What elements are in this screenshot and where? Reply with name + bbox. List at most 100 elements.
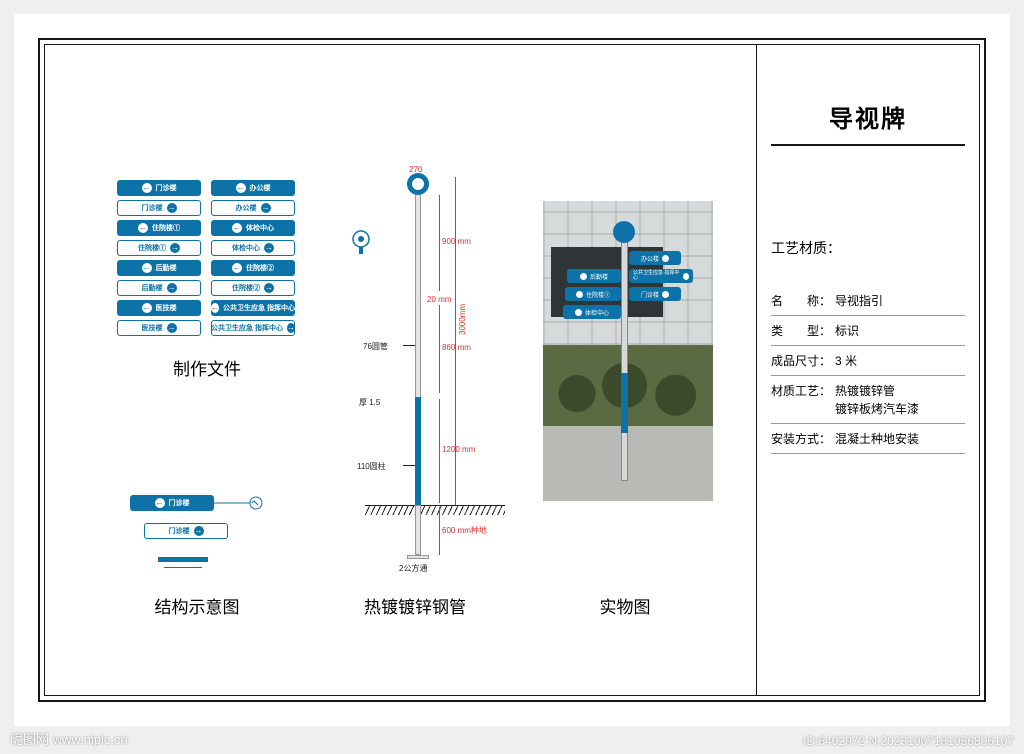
plate-row: ←门诊楼←办公楼 — [117, 180, 297, 196]
note-thick: 厚 1.5 — [359, 397, 380, 408]
sign-plate: ←体检中心 — [211, 220, 295, 236]
plate-text: 住院楼② — [232, 285, 260, 292]
photo-bushes — [543, 345, 713, 426]
plate-row: ← 医技楼 ← 公共卫生应急 指挥中心 — [117, 300, 297, 316]
watermark-right: ID:6402972 N:20231007181056806107 — [803, 734, 1014, 748]
bracket-a — [403, 345, 415, 346]
arrow-icon — [683, 273, 689, 280]
sign-plate: ←住院楼② — [211, 260, 295, 276]
dim-total-label: 3000mm — [458, 304, 467, 335]
photo-plate: 住院楼① — [565, 287, 621, 301]
outer-frame: 导视牌 工艺材质： 名 称： 导视指引 类 型： 标识 成品尺寸： 3 米 材质… — [38, 38, 986, 702]
photo-plate: 办公楼 — [629, 251, 681, 265]
label: 安装方式： — [771, 430, 835, 448]
plate-text: 门诊楼 — [169, 528, 190, 535]
plate-text: 体检中心 — [232, 245, 260, 252]
plate-text: 办公楼 — [250, 185, 271, 192]
value: 导视指引 — [835, 292, 965, 310]
label: 类 型： — [771, 322, 835, 340]
value: 标识 — [835, 322, 965, 340]
arrow-icon — [576, 291, 583, 298]
dim-upper2-label: 860 mm — [442, 343, 471, 352]
struct-bar — [158, 557, 208, 562]
sign-plate: 住院楼②→ — [211, 280, 295, 296]
info-panel: 导视牌 工艺材质： 名 称： 导视指引 类 型： 标识 成品尺寸： 3 米 材质… — [757, 45, 979, 695]
pole-base-plate — [407, 555, 429, 559]
sign-plate: ←后勤楼 — [117, 260, 201, 276]
plate-text: 公共卫生应急 指挥中心 — [223, 305, 295, 312]
arrow-right-icon: → — [170, 243, 180, 253]
sign-plate: ←住院楼① — [117, 220, 201, 236]
sign-plate: ← 办公楼 — [211, 180, 295, 196]
photo-plate: 公共卫生应急 指挥中心 — [629, 269, 693, 283]
sign-plate: 医技楼 → — [117, 320, 201, 336]
watermark-left: 昵图网 www.nipic.cn — [10, 729, 128, 748]
txt: 办公楼 — [641, 254, 659, 263]
info-row-name: 名 称： 导视指引 — [771, 286, 965, 316]
txt: 体检中心 — [585, 308, 609, 317]
info-row-type: 类 型： 标识 — [771, 316, 965, 346]
arrow-left-icon: ← — [236, 183, 246, 193]
pole-head-icon — [407, 173, 429, 195]
txt: 门诊楼 — [641, 290, 659, 299]
value: 热镀镀锌管 镀锌板烤汽车漆 — [835, 382, 965, 418]
arrow-left-icon: ← — [232, 263, 242, 273]
struct-plate: 门诊楼 → — [144, 523, 228, 539]
arrow-right-icon: → — [261, 203, 271, 213]
photo-pole-sleeve — [621, 373, 628, 433]
photo-pole-head — [613, 221, 635, 243]
dim-head-label: 270 — [409, 165, 422, 174]
plate-row: ←住院楼① ←体检中心 — [117, 220, 297, 236]
photo-mock: 办公楼 后勤楼 公共卫生应急 指挥中心 住院楼① 门诊楼 体检中心 — [543, 201, 713, 501]
plate-row: 医技楼 → 公共卫生应急 指挥中心 → — [117, 320, 297, 336]
arrow-left-icon: ← — [211, 303, 219, 313]
photo-plate: 后勤楼 — [567, 269, 621, 283]
bracket-b — [403, 465, 415, 466]
txt: 后勤楼 — [590, 272, 608, 281]
plate-text: 后勤楼 — [156, 265, 177, 272]
drawing-sheet: 导视牌 工艺材质： 名 称： 导视指引 类 型： 标识 成品尺寸： 3 米 材质… — [14, 14, 1010, 726]
caption-photo: 实物图 — [545, 593, 705, 618]
sign-plate: ← 公共卫生应急 指挥中心 — [211, 300, 295, 316]
pole-blue-sleeve — [415, 397, 421, 507]
arrow-right-icon: → — [194, 526, 204, 536]
plate-text: 公共卫生应急 指挥中心 — [211, 325, 283, 332]
main-area: ←门诊楼←办公楼门诊楼→办公楼→←住院楼①←体检中心住院楼①→体检中心→←后勤楼… — [45, 45, 756, 695]
page-title: 导视牌 — [771, 99, 965, 134]
label: 成品尺寸： — [771, 352, 835, 370]
label: 名 称： — [771, 292, 835, 310]
arrow-right-icon: → — [167, 323, 177, 333]
plate-text: 后勤楼 — [142, 285, 163, 292]
dim-upper — [439, 195, 440, 291]
value: 3 米 — [835, 352, 965, 370]
struct-line — [164, 567, 202, 568]
pole-buried — [415, 505, 421, 555]
sign-plate: 住院楼① → — [117, 240, 201, 256]
sign-plate: 体检中心→ — [211, 240, 295, 256]
plate-text: 体检中心 — [246, 225, 274, 232]
plate-row: 住院楼① → 体检中心→ — [117, 240, 297, 256]
title-rule — [771, 144, 965, 146]
dim-upper-label: 900 mm — [442, 237, 471, 246]
plate-text: 医技楼 — [142, 325, 163, 332]
note-base: 2公方通 — [399, 563, 427, 574]
label: 材质工艺： — [771, 382, 835, 418]
dim-buried — [439, 507, 440, 555]
note-bracket-top: 76圆管 — [363, 341, 388, 352]
dim-upper2 — [439, 305, 440, 393]
arrow-right-icon: → — [167, 203, 177, 213]
info-row-install: 安装方式： 混凝土种地安装 — [771, 424, 965, 454]
plate-row: ←后勤楼←住院楼② — [117, 260, 297, 276]
plate-text: 住院楼① — [138, 245, 166, 252]
arrow-icon — [662, 291, 669, 298]
plate-text: 医技楼 — [156, 305, 177, 312]
structure-diagram: ←门诊楼 门诊楼→ — [130, 495, 290, 595]
dim-lower — [439, 399, 440, 503]
sign-plate: ← 医技楼 — [117, 300, 201, 316]
note-bracket-bot: 110圆柱 — [357, 461, 386, 472]
head-callout — [349, 227, 383, 255]
photo-pole — [621, 231, 628, 481]
plate-row: 后勤楼→住院楼②→ — [117, 280, 297, 296]
arrow-left-icon: ← — [142, 303, 152, 313]
plate-text: 办公楼 — [236, 205, 257, 212]
